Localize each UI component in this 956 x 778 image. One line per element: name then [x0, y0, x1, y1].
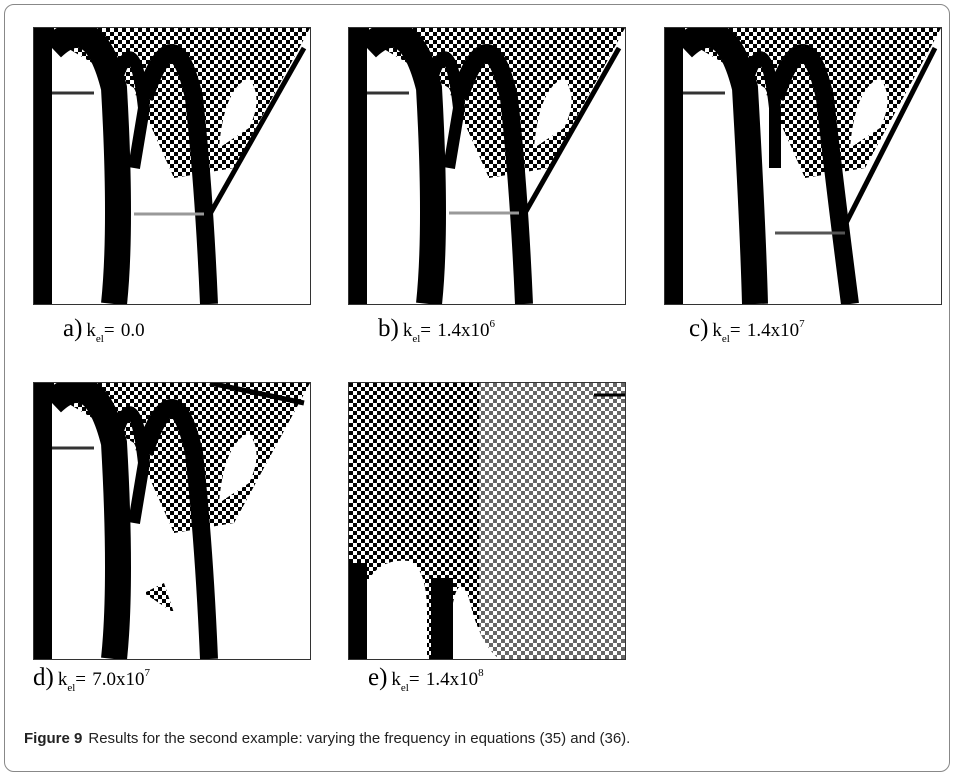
diag [207, 46, 307, 216]
panel-letter: a) [63, 315, 83, 342]
arch [43, 383, 131, 659]
diag [522, 46, 622, 215]
ellipse [850, 78, 888, 148]
exponent: 7 [799, 318, 805, 330]
bar [34, 383, 52, 659]
panel-caption: c) kel= 1.4x107 [689, 315, 805, 345]
arch [108, 51, 151, 169]
bar [665, 28, 683, 304]
panel-image [348, 27, 626, 305]
panel-image [33, 382, 311, 660]
diag [209, 383, 305, 406]
arch [135, 399, 218, 659]
value: 7.0x10 [92, 669, 145, 690]
patch [144, 583, 174, 613]
value: 1.4x10 [746, 320, 800, 341]
diag [838, 46, 938, 235]
bar [34, 28, 52, 304]
exponent: 8 [478, 667, 484, 679]
value: 1.4x10 [425, 669, 479, 690]
subscript: el [95, 333, 104, 345]
panel-caption: b) kel= 1.4x106 [378, 315, 495, 345]
figure-label: Figure 9 [24, 730, 83, 747]
symbol: k [57, 669, 68, 690]
bar [349, 563, 367, 659]
fade [479, 383, 625, 659]
arch [766, 44, 859, 304]
panel-letter: e) [368, 664, 388, 691]
exponent: 7 [144, 667, 151, 679]
symbol: k [712, 320, 722, 341]
bar [349, 28, 367, 304]
panel: c) kel= 1.4x107 [664, 27, 942, 345]
bar [431, 578, 453, 659]
panel: d) kel= 7.0x107 [33, 382, 311, 694]
subscript: el [721, 333, 730, 345]
panel-letter: b) [378, 315, 399, 342]
equals: = [729, 320, 741, 341]
subscript: el [67, 682, 76, 694]
panel-image [33, 27, 311, 305]
subscript: el [412, 333, 421, 345]
arch [43, 28, 131, 304]
panel-image [664, 27, 942, 305]
arch [135, 44, 218, 304]
figure-caption: Figure 9 Results for the second example: … [24, 730, 630, 747]
panel: e) kel= 1.4x108 [348, 382, 626, 694]
equals: = [420, 320, 431, 341]
void [367, 560, 427, 659]
equals: = [408, 669, 420, 690]
symbol: k [391, 669, 401, 690]
symbol: k [402, 320, 413, 341]
ellipse [534, 78, 572, 148]
panel-letter: c) [689, 315, 709, 342]
arch [450, 44, 533, 304]
arch [423, 51, 466, 169]
exponent: 6 [489, 318, 496, 330]
equals: = [103, 320, 115, 341]
void [453, 586, 499, 659]
ellipse [219, 78, 257, 148]
panel-caption: a) kel= 0.0 [63, 315, 145, 345]
arch [358, 28, 446, 304]
panel: b) kel= 1.4x106 [348, 27, 626, 345]
symbol: k [86, 320, 96, 341]
ellipse [219, 433, 257, 503]
value: 0.0 [120, 320, 145, 341]
caption-text: Results for the second example: varying … [88, 730, 631, 747]
figure-frame [4, 4, 950, 772]
panel-letter: d) [33, 664, 54, 691]
panel-image [348, 382, 626, 660]
panel: a) kel= 0.0 [33, 27, 311, 345]
value: 1.4x10 [437, 320, 490, 341]
panel-caption: d) kel= 7.0x107 [33, 664, 150, 694]
panel-caption: e) kel= 1.4x108 [368, 664, 484, 694]
arch [739, 51, 781, 168]
arch [674, 28, 768, 304]
equals: = [75, 669, 86, 690]
subscript: el [400, 682, 409, 694]
arch [108, 406, 151, 524]
